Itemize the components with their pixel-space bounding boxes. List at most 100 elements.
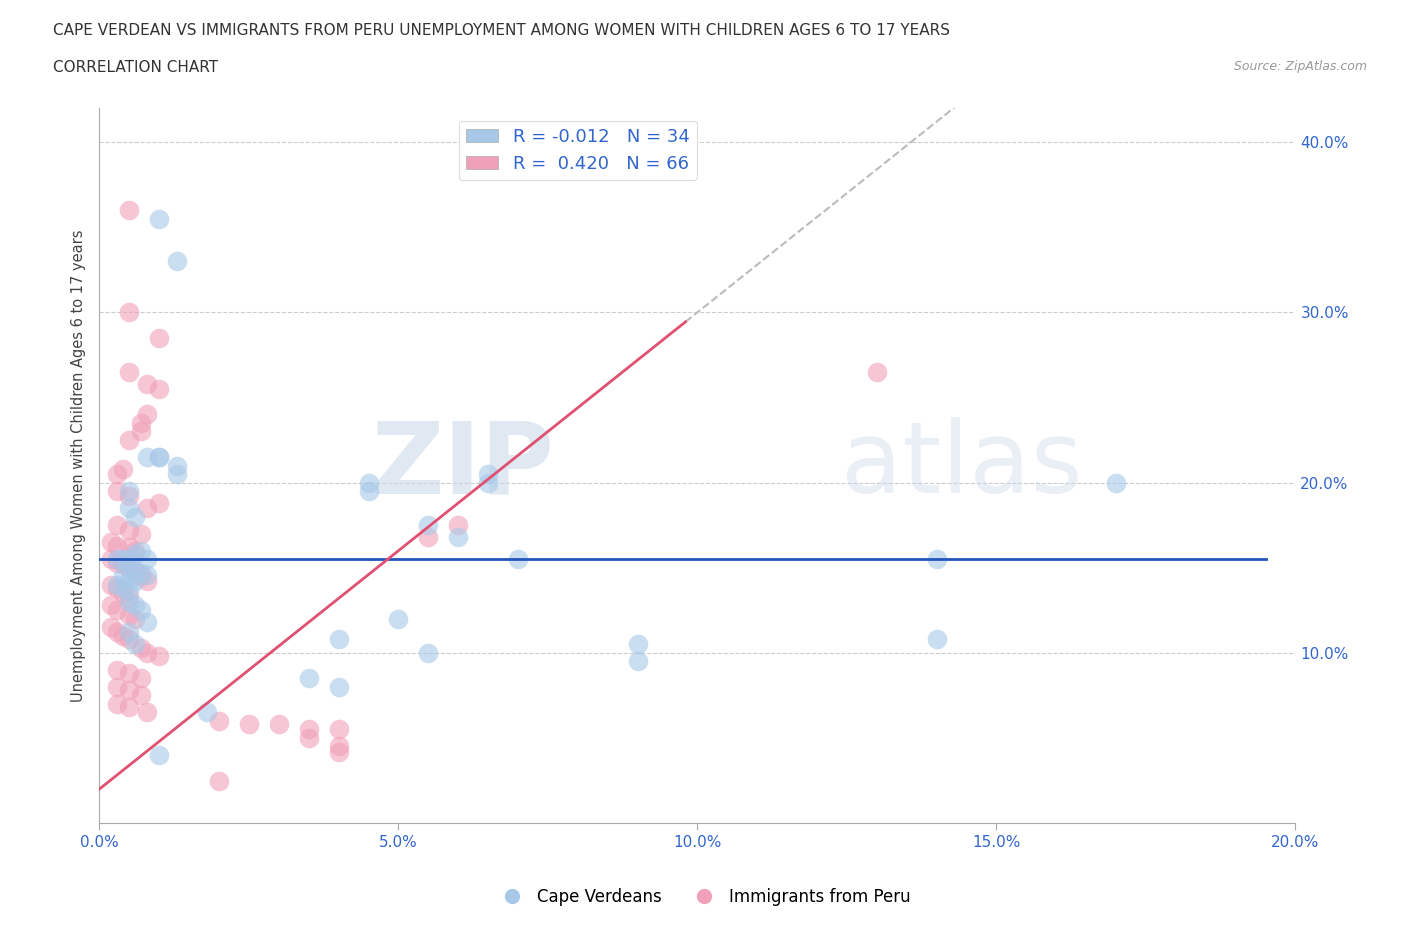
Point [118, 625, 141, 640]
Point [387, 611, 409, 626]
Point [105, 518, 128, 533]
Point [129, 543, 152, 558]
Point [136, 645, 159, 660]
Point [129, 569, 152, 584]
Point [418, 645, 440, 660]
Point [148, 449, 170, 464]
Point [118, 539, 141, 554]
Point [129, 671, 152, 685]
Point [118, 560, 141, 575]
Point [418, 529, 440, 544]
Point [105, 580, 128, 595]
Point [112, 629, 135, 644]
Point [129, 688, 152, 703]
Point [124, 574, 146, 589]
Point [136, 567, 159, 582]
Point [118, 590, 141, 604]
Text: CORRELATION CHART: CORRELATION CHART [53, 60, 218, 75]
Point [105, 484, 128, 498]
Point [136, 500, 159, 515]
Point [328, 744, 350, 759]
Point [148, 211, 170, 226]
Point [112, 586, 135, 601]
Point [112, 557, 135, 572]
Legend: R = -0.012   N = 34, R =  0.420   N = 66: R = -0.012 N = 34, R = 0.420 N = 66 [458, 121, 697, 180]
Point [328, 631, 350, 646]
Point [105, 555, 128, 570]
Point [136, 705, 159, 720]
Point [1105, 475, 1128, 490]
Point [129, 416, 152, 431]
Point [112, 551, 135, 566]
Point [105, 603, 128, 618]
Point [148, 748, 170, 763]
Point [328, 722, 350, 737]
Point [208, 713, 231, 728]
Point [166, 467, 188, 482]
Point [447, 518, 470, 533]
Point [148, 449, 170, 464]
Text: ZIP: ZIP [371, 417, 554, 514]
Point [124, 543, 146, 558]
Point [447, 529, 470, 544]
Point [129, 640, 152, 655]
Point [148, 496, 170, 511]
Point [105, 551, 128, 566]
Point [298, 731, 321, 746]
Point [100, 620, 122, 635]
Point [124, 564, 146, 578]
Point [124, 637, 146, 652]
Point [866, 365, 889, 379]
Point [118, 432, 141, 447]
Point [136, 574, 159, 589]
Point [298, 722, 321, 737]
Point [118, 608, 141, 623]
Point [195, 705, 218, 720]
Point [627, 654, 650, 669]
Point [118, 365, 141, 379]
Legend: Cape Verdeans, Immigrants from Peru: Cape Verdeans, Immigrants from Peru [489, 881, 917, 912]
Point [100, 578, 122, 592]
Point [118, 484, 141, 498]
Point [105, 680, 128, 695]
Point [124, 564, 146, 578]
Point [166, 458, 188, 473]
Point [112, 580, 135, 595]
Text: atlas: atlas [841, 417, 1083, 514]
Point [105, 697, 128, 711]
Point [238, 717, 260, 732]
Point [627, 637, 650, 652]
Point [100, 598, 122, 613]
Point [118, 551, 141, 566]
Point [105, 467, 128, 482]
Point [298, 671, 321, 685]
Point [136, 551, 159, 566]
Point [105, 625, 128, 640]
Point [118, 594, 141, 609]
Point [328, 739, 350, 754]
Point [100, 535, 122, 550]
Point [118, 666, 141, 681]
Point [418, 518, 440, 533]
Point [118, 683, 141, 698]
Point [267, 717, 290, 732]
Point [208, 773, 231, 788]
Point [328, 680, 350, 695]
Point [129, 526, 152, 541]
Point [118, 582, 141, 597]
Point [506, 551, 529, 566]
Point [124, 547, 146, 562]
Point [136, 377, 159, 392]
Point [136, 449, 159, 464]
Point [124, 598, 146, 613]
Text: CAPE VERDEAN VS IMMIGRANTS FROM PERU UNEMPLOYMENT AMONG WOMEN WITH CHILDREN AGES: CAPE VERDEAN VS IMMIGRANTS FROM PERU UNE… [53, 23, 950, 38]
Point [477, 475, 499, 490]
Point [357, 484, 380, 498]
Point [118, 489, 141, 504]
Point [118, 700, 141, 715]
Point [124, 510, 146, 525]
Point [124, 611, 146, 626]
Point [118, 631, 141, 646]
Point [118, 500, 141, 515]
Point [118, 203, 141, 218]
